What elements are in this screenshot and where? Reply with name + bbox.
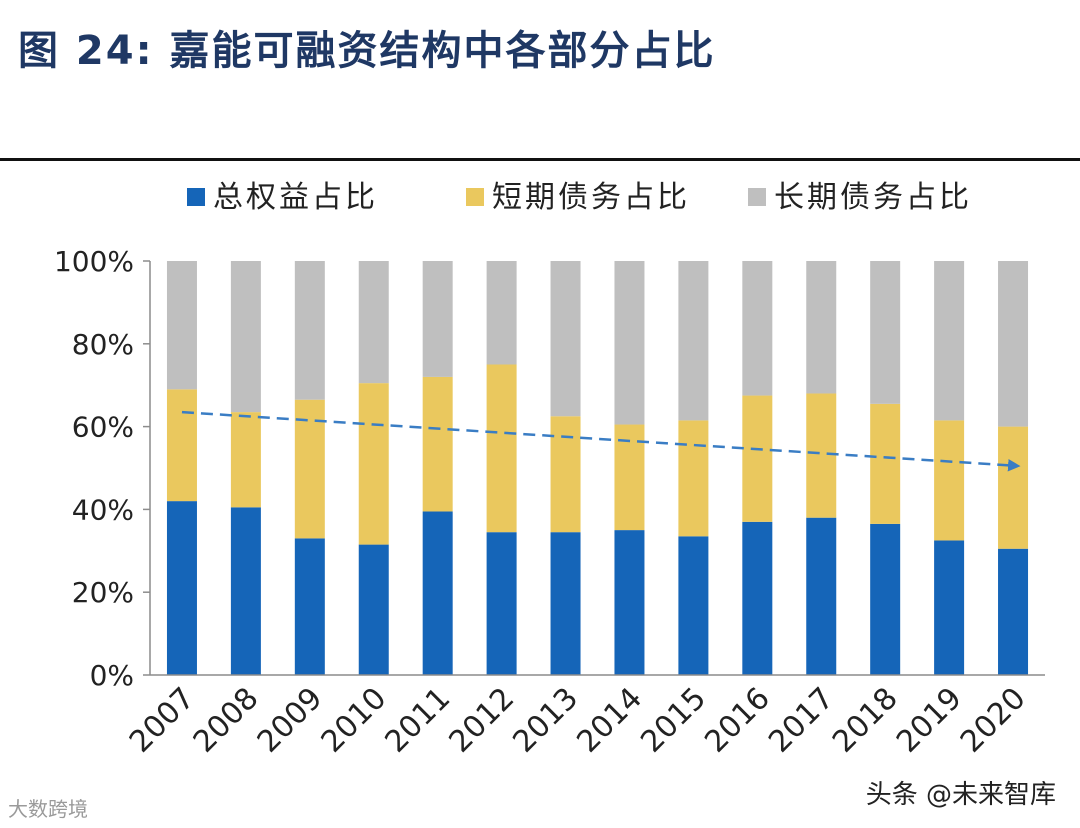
legend-swatch-2 — [466, 188, 484, 206]
x-tick-label: 2019 — [890, 681, 969, 760]
legend: 总权益占比 短期债务占比 长期债务占比 — [187, 180, 972, 215]
bar-2012-series-2 — [486, 364, 517, 533]
bar-2019-series-1 — [934, 540, 965, 675]
trend-arrow — [181, 410, 1021, 472]
bar-2008-series-2 — [230, 412, 261, 508]
bar-2009-series-2 — [294, 399, 325, 539]
y-tick-label: 0% — [90, 659, 134, 692]
watermark-left: 大数跨境 — [8, 797, 88, 821]
x-tick-label: 2012 — [443, 681, 522, 760]
bar-2010-series-3 — [358, 261, 389, 384]
x-tick-label: 2015 — [634, 681, 713, 760]
y-tick-label: 20% — [72, 576, 134, 609]
bar-2020-series-1 — [998, 548, 1029, 675]
x-tick-label: 2017 — [762, 681, 841, 760]
bar-2012-series-1 — [486, 532, 517, 675]
y-tick-label: 100% — [54, 245, 134, 278]
x-tick-label: 2020 — [954, 681, 1033, 760]
title-divider — [0, 158, 1080, 161]
legend-swatch-1 — [187, 188, 205, 206]
legend-label-1: 总权益占比 — [213, 180, 378, 215]
bar-2018-series-3 — [870, 261, 901, 404]
legend-label-3: 长期债务占比 — [774, 180, 972, 215]
x-tick-label: 2018 — [826, 681, 905, 760]
x-tick-label: 2007 — [123, 681, 202, 760]
y-tick-label: 80% — [72, 328, 134, 361]
x-tick-label: 2013 — [506, 681, 585, 760]
bar-2016-series-2 — [742, 395, 773, 522]
x-tick-label: 2011 — [379, 681, 458, 760]
trend-arrow-line — [181, 410, 1021, 472]
bar-2017-series-3 — [806, 261, 837, 394]
bar-2014-series-1 — [614, 530, 645, 675]
bar-2007-series-1 — [166, 501, 197, 675]
bar-2016-series-1 — [742, 521, 773, 675]
bar-2018-series-2 — [870, 403, 901, 524]
bar-2017-series-2 — [806, 393, 837, 518]
bar-2017-series-1 — [806, 517, 837, 675]
x-tick-label: 2010 — [315, 681, 394, 760]
bar-2011-series-2 — [422, 376, 453, 512]
bar-2008-series-1 — [230, 507, 261, 675]
bar-2015-series-3 — [678, 261, 709, 421]
bar-2014-series-3 — [614, 261, 645, 425]
watermark-right: 头条 @未来智库 — [865, 780, 1056, 810]
bars — [166, 261, 1029, 675]
bar-2015-series-2 — [678, 420, 709, 537]
x-axis: 2007200820092010201120122013201420152016… — [123, 674, 1045, 760]
bar-2007-series-2 — [166, 389, 197, 502]
bar-2016-series-3 — [742, 261, 773, 396]
bar-2010-series-2 — [358, 383, 389, 545]
bar-2011-series-1 — [422, 511, 453, 675]
legend-swatch-3 — [748, 188, 766, 206]
bar-2018-series-1 — [870, 523, 901, 675]
bar-2007-series-3 — [166, 261, 197, 390]
bar-2010-series-1 — [358, 544, 389, 675]
bar-2015-series-1 — [678, 536, 709, 675]
bar-2013-series-2 — [550, 416, 581, 533]
bar-2013-series-1 — [550, 532, 581, 675]
y-axis: 0% 20% 40% 60% 80% 100% — [54, 245, 151, 692]
bar-2020-series-3 — [998, 261, 1029, 427]
bar-2008-series-3 — [230, 261, 261, 413]
bar-2009-series-3 — [294, 261, 325, 400]
x-tick-label: 2014 — [570, 681, 649, 760]
bar-2020-series-2 — [998, 426, 1029, 549]
x-tick-label: 2008 — [187, 681, 266, 760]
bar-2012-series-3 — [486, 261, 517, 365]
bar-2019-series-3 — [934, 261, 965, 421]
bar-2019-series-2 — [934, 420, 965, 541]
x-tick-label: 2016 — [698, 681, 777, 760]
y-tick-label: 60% — [72, 411, 134, 444]
bar-2009-series-1 — [294, 538, 325, 675]
chart-title: 图 24: 嘉能可融资结构中各部分占比 — [18, 28, 716, 74]
bar-2013-series-3 — [550, 261, 581, 417]
legend-label-2: 短期债务占比 — [492, 180, 690, 215]
x-tick-label: 2009 — [251, 681, 330, 760]
bar-2011-series-3 — [422, 261, 453, 377]
y-tick-label: 40% — [72, 493, 134, 526]
